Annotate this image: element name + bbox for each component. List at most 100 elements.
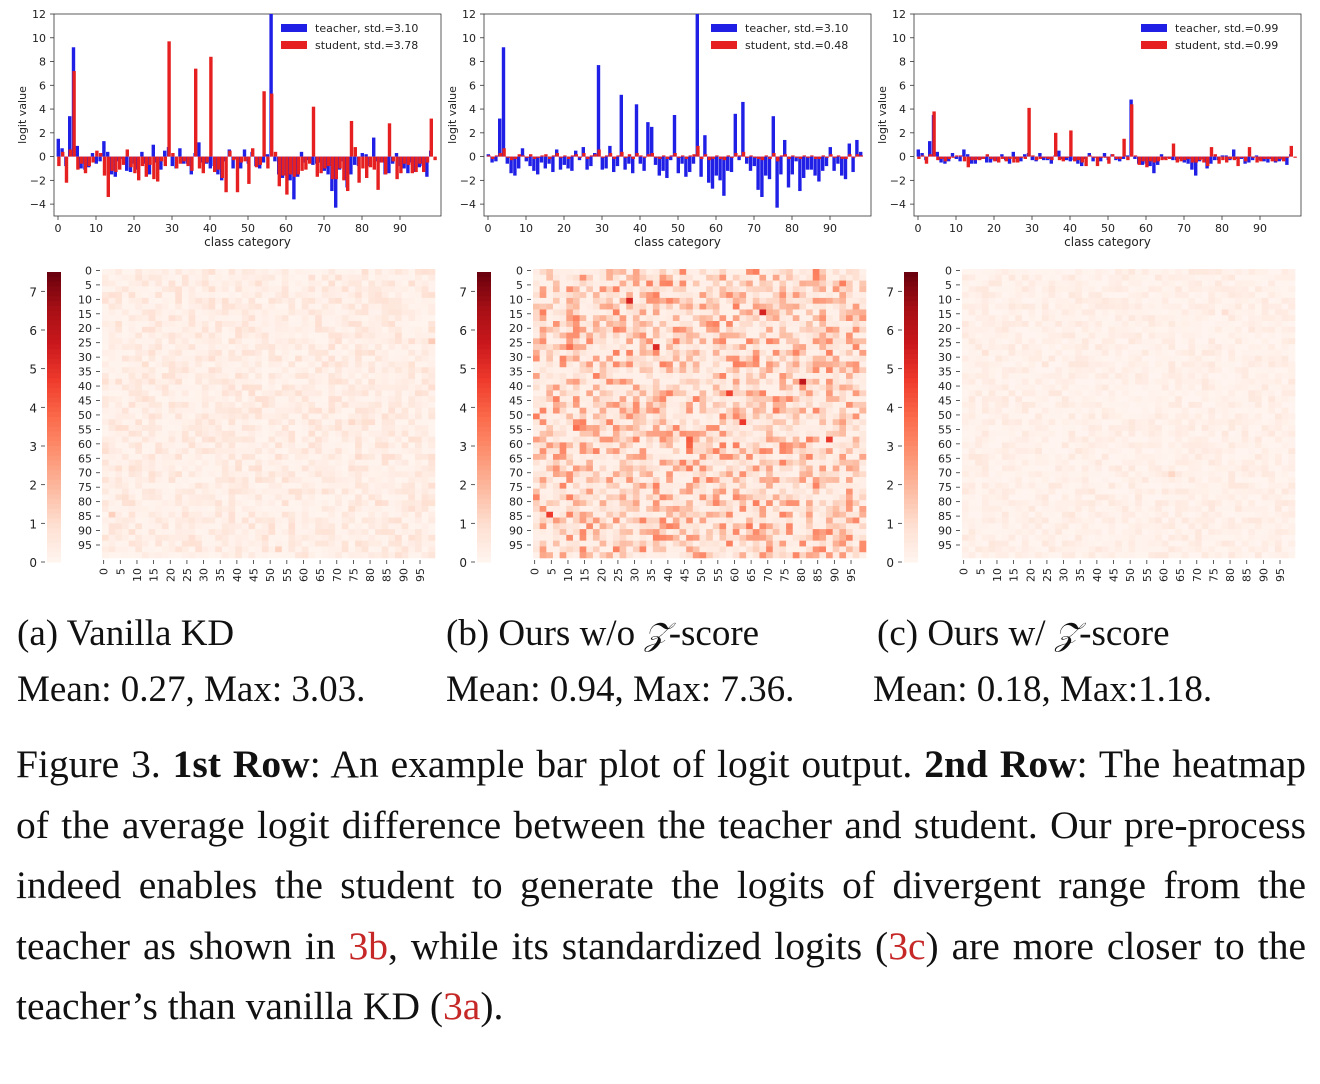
heatmap-cell: [826, 378, 833, 385]
heatmap-cell: [639, 321, 647, 328]
heatmap-cell: [248, 367, 256, 374]
heatmap-cell: [739, 321, 747, 328]
heatmap-cell: [559, 355, 567, 362]
heatmap-cell: [301, 465, 309, 472]
colorbar-segment: [47, 388, 61, 394]
heatmap-cell: [355, 384, 363, 391]
heatmap-cell: [395, 338, 402, 345]
heatmap-cell: [201, 315, 209, 322]
heatmap-cell: [241, 401, 249, 409]
heatmap-cell: [295, 465, 303, 472]
heatmap-cell: [639, 274, 647, 281]
heatmap-cell: [368, 534, 376, 541]
heatmap-cell: [321, 552, 329, 559]
heatmap-cell: [395, 373, 402, 380]
heatmap-cell: [739, 338, 747, 345]
heatmap-cell: [612, 355, 620, 362]
bar: [962, 156, 967, 162]
heatmap-cell: [181, 396, 189, 403]
heatmap-cell: [792, 361, 800, 368]
heatmap-cell: [421, 534, 429, 541]
heatmap-cell: [739, 332, 747, 339]
heatmap-cell: [839, 361, 847, 368]
heatmap-cell: [188, 355, 196, 362]
heatmap-cell: [188, 396, 196, 403]
heatmap-cell: [241, 361, 249, 368]
heatmap-cell: [401, 442, 409, 449]
heatmap-cell: [315, 552, 323, 559]
colorbar-segment: [477, 315, 491, 321]
heatmap-cell: [115, 552, 123, 559]
heatmap-cell: [799, 367, 807, 374]
heatmap-cell: [295, 500, 303, 507]
bar: [756, 156, 760, 190]
heatmap-cell: [692, 419, 700, 426]
heatmap-cell: [295, 321, 303, 328]
heatmap-cell: [395, 407, 402, 414]
heatmap-cell: [208, 286, 216, 293]
heatmap-cell: [772, 286, 780, 293]
heatmap-cell: [552, 378, 560, 385]
heatmap-cell: [719, 396, 727, 403]
bar: [1156, 156, 1160, 162]
heatmap-cell: [188, 373, 196, 380]
heatmap-cell: [168, 315, 176, 322]
heatmap-cell: [281, 448, 289, 455]
heatmap-cell: [639, 269, 647, 276]
heatmap-cell: [235, 367, 243, 374]
heatmap-cell: [646, 396, 654, 403]
heatmap-cell: [719, 430, 727, 437]
heatmap-cell: [348, 332, 356, 339]
heatmap-cell: [612, 269, 620, 276]
heatmap-cell: [686, 384, 694, 391]
heatmap-cell: [315, 326, 323, 333]
heatmap-cell: [121, 286, 129, 293]
heatmap-cell: [579, 367, 587, 374]
heatmap-cell: [348, 471, 356, 478]
heatmap-cell: [421, 523, 429, 530]
bar: [608, 145, 612, 157]
heatmap-cell: [388, 384, 396, 391]
colorbar-segment: [477, 286, 491, 292]
heatmap-cell: [652, 286, 660, 293]
heatmap-cell: [566, 430, 574, 437]
heatmap-cell: [428, 540, 436, 547]
heatmap-cell: [388, 494, 396, 501]
heatmap-cell: [401, 269, 409, 276]
heatmap-cell: [375, 338, 383, 345]
heatmap-cell: [626, 378, 634, 385]
heatmap-cell: [639, 344, 647, 351]
heatmap-cell: [415, 529, 422, 536]
heatmap-cell: [832, 367, 840, 374]
heatmap-cell: [175, 361, 183, 368]
col-tick-label: 25: [181, 568, 194, 582]
bar: [1263, 156, 1267, 159]
heatmap-cell: [579, 349, 587, 356]
bar: [186, 156, 190, 167]
heatmap-cell: [666, 274, 674, 281]
colorbar-segment: [47, 431, 61, 437]
heatmap-cell: [699, 355, 707, 362]
heatmap-cell: [281, 494, 289, 501]
heatmap-cell: [752, 297, 760, 304]
heatmap-cell: [799, 390, 807, 397]
heatmap-cell: [712, 321, 720, 328]
heatmap-cell: [241, 465, 249, 472]
heatmap-cell: [161, 269, 169, 276]
bar: [106, 151, 110, 157]
heatmap-cell: [161, 349, 169, 356]
heatmap-cell: [115, 326, 123, 333]
heatmap-cell: [746, 321, 754, 328]
heatmap-cell: [315, 471, 323, 478]
heatmap-cell: [579, 390, 587, 397]
bar: [114, 156, 118, 173]
bar: [688, 156, 692, 173]
heatmap-cell: [121, 355, 129, 362]
heatmap-cell: [241, 505, 249, 513]
heatmap-cell: [852, 367, 860, 374]
bar: [722, 156, 727, 161]
heatmap-cell: [195, 465, 203, 472]
heatmap-cell: [766, 269, 774, 276]
heatmap-cell: [141, 344, 149, 351]
heatmap-cell: [388, 303, 396, 310]
